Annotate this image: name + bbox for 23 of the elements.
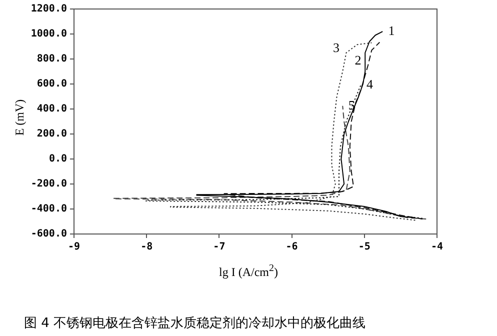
x-tick-label: -6 <box>286 242 298 253</box>
x-tick-label: -9 <box>68 242 80 253</box>
series-label: 1 <box>388 22 395 38</box>
y-tick-label: 1200.0 <box>30 4 67 15</box>
y-tick-label: -400.0 <box>30 204 67 215</box>
series-label: 4 <box>366 76 374 92</box>
y-tick-label: 1000.0 <box>30 28 67 40</box>
y-axis-title: E (mV) <box>12 98 28 138</box>
y-tick-label: 800.0 <box>36 54 67 65</box>
y-tick-label: 600.0 <box>36 78 67 90</box>
x-axis-title: lg I (A/cm$^{2}$) <box>218 263 279 280</box>
x-tick-label: -4 <box>430 242 444 253</box>
x-tick-label: -8 <box>140 242 153 253</box>
series-label: 2 <box>354 52 362 68</box>
x-tick-label: -5 <box>358 242 370 253</box>
y-tick-label: 200.0 <box>36 128 67 140</box>
x-tick-label: -7 <box>213 242 226 253</box>
series-label: 3 <box>333 40 340 56</box>
y-tick-label: 0.0 <box>48 154 67 165</box>
y-tick-label: -600.0 <box>30 228 67 240</box>
y-tick-label: 400.0 <box>36 104 67 115</box>
y-tick-label: -200.0 <box>30 178 67 190</box>
text: 图 4 不锈钢电极在含锌盐水质稳定剂的冷却水中的极化曲线 <box>24 315 366 332</box>
